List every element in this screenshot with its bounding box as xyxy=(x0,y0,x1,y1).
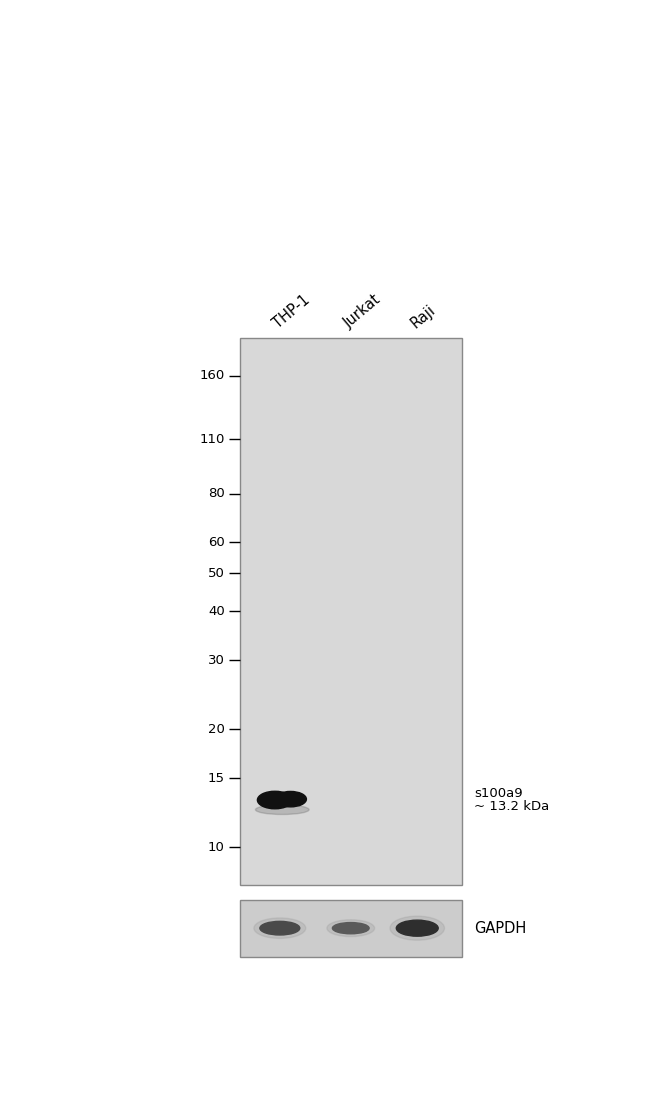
Text: 15: 15 xyxy=(208,771,225,784)
Text: ~ 13.2 kDa: ~ 13.2 kDa xyxy=(474,801,549,813)
Ellipse shape xyxy=(275,791,306,807)
Text: 30: 30 xyxy=(208,654,225,667)
Text: Raji: Raji xyxy=(408,302,438,330)
Bar xyxy=(240,338,462,885)
Text: 60: 60 xyxy=(208,536,225,549)
Text: 160: 160 xyxy=(200,369,225,382)
Ellipse shape xyxy=(257,791,292,808)
Ellipse shape xyxy=(396,920,438,936)
Text: GAPDH: GAPDH xyxy=(474,921,526,935)
Text: 10: 10 xyxy=(208,841,225,853)
Text: Jurkat: Jurkat xyxy=(341,292,383,330)
Ellipse shape xyxy=(390,916,445,940)
Text: 110: 110 xyxy=(200,433,225,446)
Ellipse shape xyxy=(332,922,369,934)
Text: 80: 80 xyxy=(208,487,225,500)
Text: 20: 20 xyxy=(208,723,225,736)
Ellipse shape xyxy=(327,920,374,936)
Text: THP-1: THP-1 xyxy=(270,292,313,330)
Text: 40: 40 xyxy=(208,605,225,618)
Ellipse shape xyxy=(255,805,309,814)
Ellipse shape xyxy=(260,921,300,935)
Text: 50: 50 xyxy=(208,567,225,580)
Ellipse shape xyxy=(254,918,306,939)
Text: s100a9: s100a9 xyxy=(474,787,523,800)
Bar xyxy=(240,899,462,957)
